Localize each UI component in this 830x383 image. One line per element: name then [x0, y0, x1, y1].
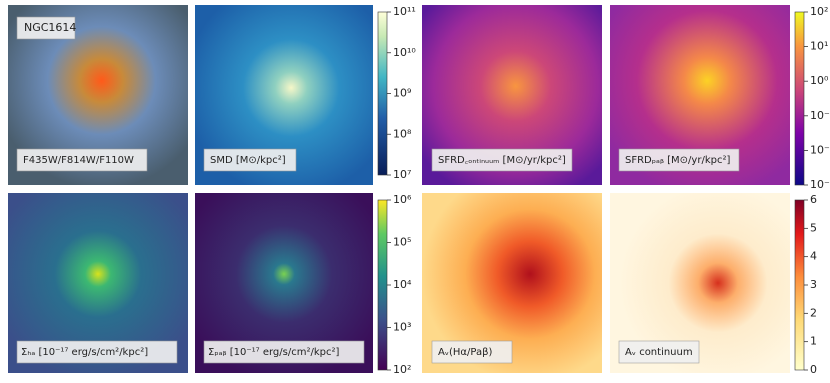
tick-label: 10⁵: [393, 236, 411, 249]
tick-label: 10⁸: [393, 127, 412, 140]
panel-label: Σₚₐᵦ [10⁻¹⁷ erg/s/cm²/kpc²]: [208, 347, 339, 358]
colorbar: [377, 199, 388, 371]
panel-label: F435W/F814W/F110W: [23, 155, 134, 166]
tick-label: 10⁰: [810, 74, 829, 87]
tick-label: 2: [810, 306, 817, 319]
panel-label: SFRD꜀ₒₙₜᵢₙᵤᵤₘ [M⊙/yr/kpc²]: [438, 155, 566, 166]
tick-label: 3: [810, 278, 817, 291]
colorbar: [794, 11, 805, 186]
panel-label: Aᵥ continuum: [625, 347, 693, 358]
label-box: [16, 148, 148, 172]
label-box: [618, 340, 700, 364]
tick-label: 1: [810, 335, 817, 348]
label-box: [16, 340, 178, 364]
tick-label: 10⁻²: [810, 143, 830, 156]
panel-label: Aᵥ(Hα/Paβ): [438, 347, 492, 358]
tick-label: 10⁻³: [810, 178, 830, 191]
tick-label: 10¹: [810, 40, 828, 53]
tick-label: 10²: [393, 363, 411, 376]
label-box: [203, 340, 365, 364]
label-box: [431, 340, 513, 364]
tick-label: 0: [810, 363, 817, 376]
colorbar: [794, 199, 805, 371]
panel-label: Σₕₐ [10⁻¹⁷ erg/s/cm²/kpc²]: [21, 347, 148, 358]
label-box: [203, 148, 297, 172]
label-box: [618, 148, 740, 172]
tick-label: 10⁻¹: [810, 109, 830, 122]
panel-title: NGC1614: [24, 21, 76, 34]
tick-label: 10¹⁰: [393, 46, 416, 59]
tick-label: 10²: [810, 5, 828, 18]
tick-label: 6: [810, 193, 817, 206]
tick-label: 10⁹: [393, 87, 411, 100]
tick-label: 10⁷: [393, 168, 411, 181]
tick-label: 4: [810, 250, 817, 263]
tick-label: 10¹¹: [393, 5, 416, 18]
colorbar: [377, 11, 388, 176]
tick-label: 10⁴: [393, 278, 412, 291]
tick-label: 10⁶: [393, 193, 412, 206]
panels: NGC1614 F435W/F814W/F110W SMD [M⊙/kpc²] …: [8, 5, 790, 373]
label-box: [431, 148, 573, 172]
panel-label: SMD [M⊙/kpc²]: [210, 155, 286, 166]
tick-label: 10³: [393, 321, 411, 334]
panel-label: SFRDₚₐᵦ [M⊙/yr/kpc²]: [625, 155, 730, 166]
label-box: [16, 16, 76, 40]
tick-label: 5: [810, 221, 817, 234]
